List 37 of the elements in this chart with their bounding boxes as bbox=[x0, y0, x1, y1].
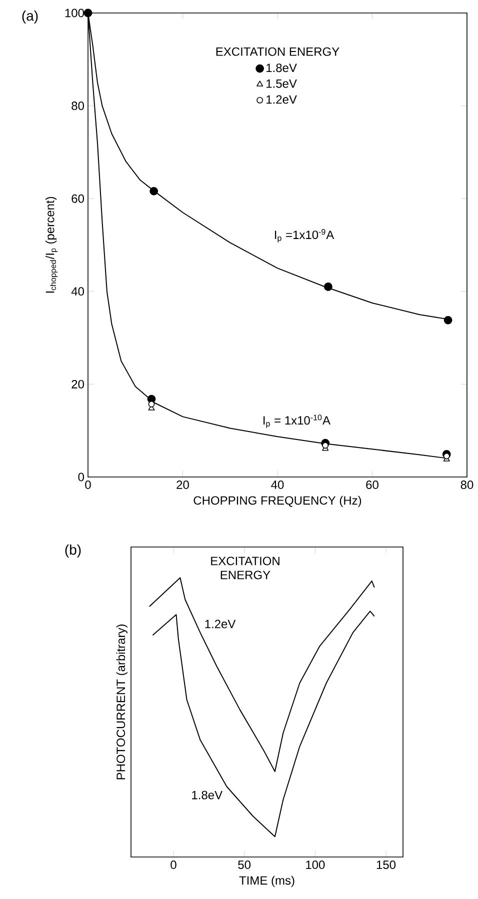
y-tick-label: 40 bbox=[71, 287, 84, 296]
x-tick-label: 80 bbox=[460, 480, 474, 490]
y-tick-label: 20 bbox=[72, 380, 84, 388]
y-tick-label: 80 bbox=[72, 102, 84, 110]
y-tick-label: 100 bbox=[65, 8, 84, 18]
series-label: 1.8eV bbox=[192, 790, 223, 800]
annotation: I$_{p}$ =1x10$^{-9}$A bbox=[275, 229, 334, 242]
x-tick-label: 150 bbox=[376, 860, 396, 870]
x-tick-label: 40 bbox=[271, 480, 284, 490]
x-tick-label: 60 bbox=[366, 480, 378, 490]
point bbox=[84, 8, 92, 18]
x-tick-label: 0 bbox=[85, 480, 91, 490]
point bbox=[443, 452, 450, 460]
x-axis-title: TIME (ms) bbox=[239, 876, 294, 888]
legend-label: 1.2eV bbox=[266, 95, 297, 104]
y-tick-label: 60 bbox=[72, 194, 84, 203]
annotation: I$_{p}$ = 1x10$^{-10}$A bbox=[264, 414, 330, 428]
x-tick-label: 0 bbox=[170, 860, 176, 870]
legend-title: EXCITATION ENERGY bbox=[211, 556, 280, 580]
chart-title: (b) bbox=[65, 544, 81, 558]
legend-title: EXCITATION ENERGY bbox=[216, 47, 340, 56]
series-label: 1.2eV bbox=[205, 620, 236, 628]
x-tick-label: 50 bbox=[238, 860, 251, 870]
x-tick-label: 20 bbox=[176, 480, 189, 490]
point bbox=[324, 282, 332, 291]
x-tick-label: 100 bbox=[306, 860, 325, 870]
y-axis-title: PHOTOCURRENT (arbitrary) bbox=[116, 624, 128, 780]
point bbox=[150, 186, 158, 196]
y-tick-label: 0 bbox=[78, 472, 84, 482]
point bbox=[444, 316, 452, 324]
legend-label: 1.5eV bbox=[266, 79, 297, 88]
point bbox=[148, 400, 155, 408]
point bbox=[322, 442, 329, 449]
chart-title: (a) bbox=[22, 10, 38, 24]
legend-label: 1.8eV bbox=[266, 64, 297, 72]
x-axis-title: CHOPPING FREQUENCY (Hz) bbox=[194, 496, 362, 508]
y-axis-title: I$_{chopped}$/I$_{p}$ (percent) bbox=[45, 197, 58, 293]
